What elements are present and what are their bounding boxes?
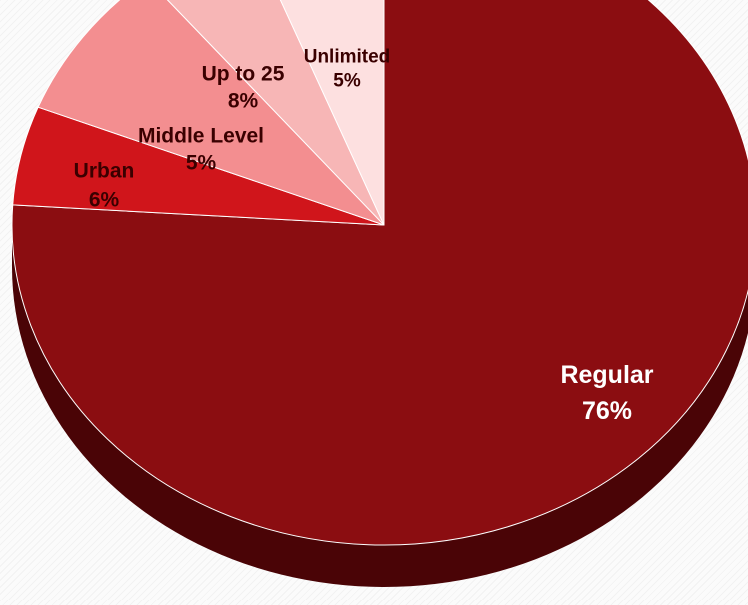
pie-top-layer [11,0,748,546]
slice-label-unlimited: Unlimited [304,47,391,68]
slice-label-urban: Urban [74,159,135,182]
pie-label-layer: Regular 76% Unlimited 5% Up to 25 8% Middle Le… [74,47,654,425]
slice-value-regular: 76% [582,397,632,425]
slice-value-unlimited: 5% [333,71,361,92]
slice-value-middle-level: 5% [186,151,217,174]
slice-label-regular: Regular [560,361,653,389]
pie-slice-up-to-25 [37,0,385,226]
pie-slice-middle-level [166,0,385,226]
slice-value-urban: 6% [89,188,120,211]
slice-value-up-to-25: 8% [228,89,259,112]
slice-label-middle-level: Middle Level [138,124,264,147]
slice-label-up-to-25: Up to 25 [202,62,285,85]
pie-slice-regular [11,0,748,546]
pie-slice-urban [279,0,385,226]
